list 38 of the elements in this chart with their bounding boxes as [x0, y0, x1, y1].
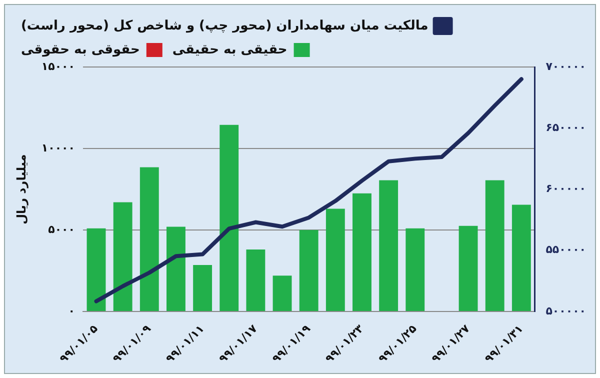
bar — [458, 226, 478, 311]
bar — [166, 226, 186, 311]
y2-tick-label: ۷۰۰۰۰۰ — [546, 60, 586, 73]
x-tick-label: ۹۹/۰۱/۱۹ — [270, 322, 314, 366]
y2-tick-label: ۶۵۰۰۰۰ — [546, 120, 586, 134]
x-tick-label: ۹۹/۰۱/۲۵ — [376, 322, 420, 366]
bar — [299, 230, 318, 311]
bar — [220, 124, 239, 311]
y2-tick-label: ۶۰۰۰۰۰ — [546, 182, 586, 196]
bar — [140, 167, 159, 311]
x-tick-label: ۹۹/۰۱/۱۷ — [216, 322, 260, 366]
bar — [272, 276, 292, 311]
y-tick-label: ۰ — [68, 304, 75, 318]
y-tick-label: ۱۵۰۰۰ — [41, 60, 75, 73]
bar — [352, 193, 372, 311]
x-tick-label: ۹۹/۰۱/۰۵ — [57, 322, 101, 366]
bar — [86, 228, 106, 311]
bar — [193, 265, 212, 311]
y2-tick-label: ۵۰۰۰۰۰ — [546, 304, 586, 318]
bar — [326, 208, 345, 311]
bar — [379, 180, 398, 311]
legend-label: حقوقی به حقوقی — [20, 42, 140, 58]
bar — [512, 204, 531, 311]
y-tick-label: ۱۰۰۰۰ — [41, 141, 75, 154]
bar — [246, 250, 266, 311]
y-axis-title: میلیارد ریال — [14, 154, 28, 224]
bar — [406, 228, 425, 311]
legend-label: مالکیت میان سهامداران (محور چپ) و شاخص کل (محور راست) — [20, 18, 428, 34]
legend-label: حقیقی به حقیقی — [172, 42, 288, 58]
y2-tick-label: ۵۵۰۰۰۰ — [546, 243, 586, 256]
x-tick-label: ۹۹/۰۱/۳۱ — [482, 322, 526, 366]
bar — [113, 202, 132, 311]
y-tick-label: ۵۰۰۰ — [48, 222, 75, 236]
x-tick-label: ۹۹/۰۱/۰۹ — [110, 322, 154, 366]
x-tick-label: ۹۹/۰۱/۲۳ — [322, 322, 366, 366]
bar — [485, 180, 504, 311]
x-tick-label: ۹۹/۰۱/۱۱ — [163, 322, 207, 366]
x-tick-label: ۹۹/۰۱/۲۷ — [429, 322, 473, 366]
